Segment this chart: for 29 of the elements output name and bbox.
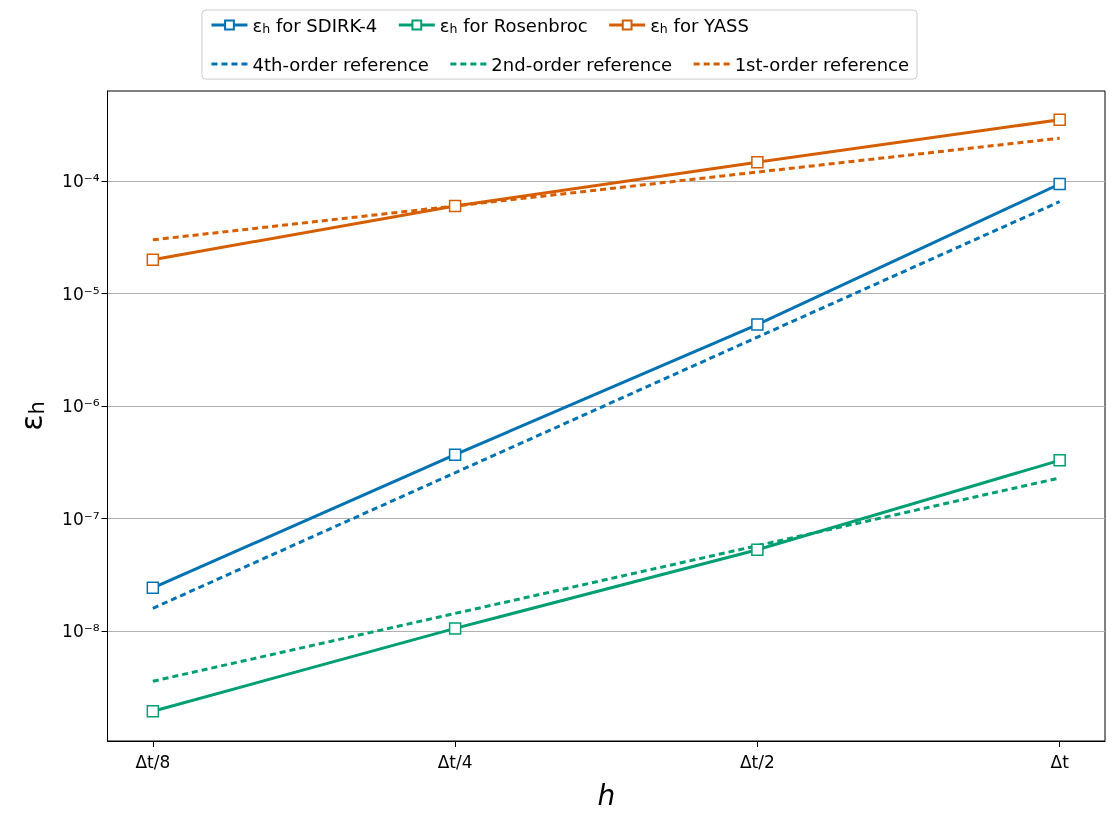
point [448,622,462,635]
point [1053,454,1066,467]
point [751,155,764,169]
point [146,581,160,595]
point [448,448,462,461]
point [448,199,462,213]
legend-label: 1st-order reference [734,53,910,75]
x-tick-label: Δt/8 [135,751,171,772]
y-tick-label: 10⁻⁸ [62,621,100,642]
x-tick-label: Δt/2 [739,751,775,772]
x-tick-label: Δt [1050,751,1070,772]
legend-label: εh for YASS [650,14,749,37]
y-tick-label: 10⁻⁴ [62,170,100,191]
x-tick-label: Δt/4 [437,751,473,772]
y-tick-label: 10⁻⁶ [62,396,100,417]
point [751,543,764,556]
y-tick-label: 10⁻⁵ [62,283,100,304]
y-axis-title: εh [13,401,49,431]
point [146,704,160,718]
point [1053,177,1066,191]
legend-label: εh for SDIRK-4 [252,14,378,37]
y-tick-label: 10⁻⁷ [62,508,100,529]
legend-label: εh for Rosenbroc [439,14,588,37]
legend-label: 4th-order reference [252,53,429,75]
point [1053,113,1066,126]
point [146,253,160,266]
x-axis-title: h [597,778,616,812]
point [751,318,764,331]
legend-label: 2nd-order reference [491,53,673,75]
